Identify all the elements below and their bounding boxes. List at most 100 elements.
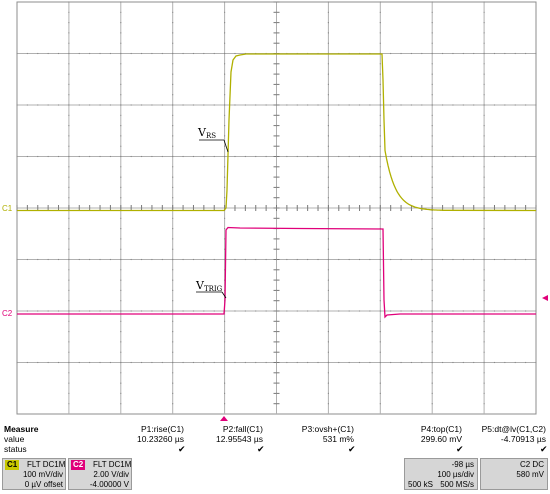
grid-dot: [441, 207, 444, 209]
grid-dot: [431, 166, 433, 168]
grid-dot: [224, 351, 226, 353]
grid-dot: [224, 207, 226, 209]
grid-dot: [68, 52, 70, 55]
grid-dot: [161, 104, 163, 106]
grid-dot: [327, 176, 329, 178]
grid-dot: [172, 279, 174, 281]
grid-dot: [68, 32, 70, 34]
grid-dot: [16, 361, 18, 364]
grid-dot: [317, 310, 319, 312]
ch2-ground-marker[interactable]: C2: [2, 309, 13, 318]
ch1-ground-marker[interactable]: C1: [2, 204, 13, 213]
grid-dot: [327, 289, 329, 291]
grid-dot: [483, 176, 485, 178]
grid-dot: [431, 83, 433, 85]
grid-dot: [255, 258, 257, 261]
grid-dot: [483, 372, 485, 374]
grid-dot: [244, 310, 246, 312]
grid-dot: [172, 32, 174, 34]
grid-dot: [89, 52, 91, 55]
grid-dot: [307, 361, 309, 364]
grid-dot: [68, 114, 70, 116]
oscilloscope-screen[interactable]: C1 C2 VRS VTRIG: [0, 0, 550, 422]
grid-dot: [68, 269, 70, 271]
grid-dot: [68, 83, 70, 85]
measure-value: -4.70913 µs: [500, 434, 546, 444]
grid-dot: [493, 155, 496, 158]
measure-col-name[interactable]: P5:dt@lv(C1,C2): [481, 424, 546, 434]
grid-dot: [390, 155, 392, 158]
grid-dot: [431, 320, 433, 322]
grid-dot: [379, 166, 381, 168]
grid-dot: [172, 104, 174, 106]
grid-dot: [234, 104, 236, 106]
grid-dot: [151, 52, 153, 55]
grid-dot: [172, 238, 174, 240]
grid-dot: [172, 83, 174, 85]
grid-dot: [224, 52, 226, 55]
measure-col-name[interactable]: P4:top(C1): [420, 424, 462, 434]
grid-dot: [172, 372, 174, 374]
ch2-descriptor[interactable]: C2 FLT DC1M 2.00 V/div -4.00000 V: [68, 458, 132, 490]
grid-dot: [525, 155, 527, 158]
grid-dot: [452, 104, 454, 106]
grid-dot: [192, 155, 195, 158]
ch1-scale: 100 mV/div: [22, 470, 63, 479]
grid-dot: [68, 341, 70, 343]
grid-dot: [68, 63, 70, 65]
grid-dot: [213, 104, 215, 106]
grid-dot: [286, 258, 288, 261]
grid-dot: [483, 217, 485, 219]
grid-dot: [348, 207, 350, 209]
grid-dot: [327, 372, 329, 374]
grid-dot: [483, 63, 485, 65]
grid-dot: [161, 310, 163, 312]
grid-dot: [535, 104, 537, 106]
grid-dot: [431, 94, 433, 96]
grid-dot: [431, 279, 433, 281]
grid-dot: [78, 52, 80, 55]
grid-dot: [68, 166, 70, 168]
grid-dot: [275, 94, 278, 96]
grid-dot: [514, 258, 516, 261]
grid-dot: [431, 351, 433, 353]
grid-dot: [431, 269, 433, 271]
grid-dot: [379, 83, 381, 85]
measure-col-name[interactable]: P2:fall(C1): [222, 424, 263, 434]
grid-dot: [379, 73, 381, 75]
grid-dot: [483, 1, 485, 3]
grid-dot: [120, 83, 122, 85]
trigger-descriptor[interactable]: C2 DC 580 mV: [480, 458, 548, 490]
grid-dot: [483, 248, 485, 250]
grid-dot: [410, 155, 413, 158]
grid-dot: [265, 155, 267, 158]
grid-dot: [68, 104, 70, 106]
grid-dot: [390, 52, 392, 55]
grid-dot: [441, 52, 444, 55]
grid-dot: [109, 310, 112, 312]
measure-col-name[interactable]: P1:rise(C1): [141, 424, 184, 434]
grid-dot: [172, 269, 174, 271]
grid-dot: [172, 300, 174, 302]
grid-dot: [47, 104, 49, 106]
measure-col-name[interactable]: P3:ovsh+(C1): [301, 424, 354, 434]
grid-dot: [431, 372, 433, 374]
grid-dot: [307, 258, 309, 261]
grid-dot: [130, 155, 132, 158]
grid-dot: [275, 279, 278, 281]
grid-dot: [431, 125, 433, 127]
grid-dot: [400, 207, 402, 209]
grid-dot: [78, 104, 80, 106]
grid-dot: [275, 382, 278, 384]
grid-dot: [431, 217, 433, 219]
grid-dot: [203, 310, 205, 312]
grid-dot: [182, 258, 184, 261]
grid-dot: [120, 63, 122, 65]
grid-dot: [535, 310, 537, 312]
grid-dot: [151, 361, 153, 364]
grid-dot: [172, 1, 174, 3]
grid-dot: [327, 248, 329, 250]
timebase-descriptor[interactable]: -98 µs 100 µs/div 500 kS 500 MS/s: [404, 458, 478, 490]
ch1-descriptor[interactable]: C1 FLT DC1M 100 mV/div 0 µV offset: [2, 458, 66, 490]
grid-dot: [151, 155, 153, 158]
